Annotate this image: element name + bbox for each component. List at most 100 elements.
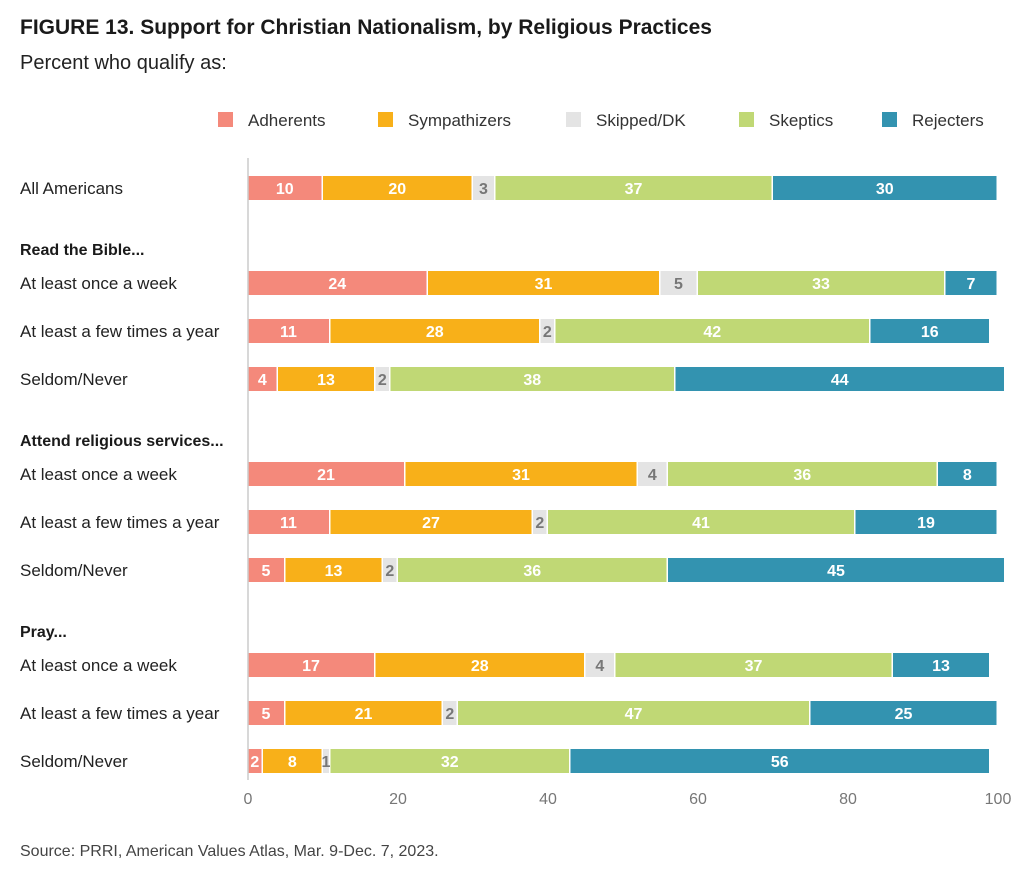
row-labels: All Americans Read the Bible... At least o… <box>20 179 224 771</box>
row-label: At least once a week <box>20 656 177 675</box>
chart-title: FIGURE 13. Support for Christian Nationa… <box>20 16 712 39</box>
row-label: Seldom/Never <box>20 370 128 389</box>
x-tick-label: 40 <box>539 791 557 808</box>
bar-segment <box>248 319 329 343</box>
bar-segment <box>330 510 532 534</box>
data-label: 19 <box>917 515 935 532</box>
data-label: 5 <box>262 706 271 723</box>
data-label: 2 <box>445 706 454 723</box>
data-label: 21 <box>317 467 335 484</box>
bar-segment <box>443 701 457 725</box>
legend-label: Skeptics <box>769 111 833 130</box>
row-label: Seldom/Never <box>20 752 128 771</box>
bar-segment <box>810 701 997 725</box>
bar-segment <box>638 462 667 486</box>
row-label: All Americans <box>20 179 123 198</box>
bar-segment <box>248 701 284 725</box>
data-label: 24 <box>328 276 346 293</box>
bar-segment <box>540 319 554 343</box>
bar-segment <box>495 176 772 200</box>
bar-segment <box>383 558 397 582</box>
data-label: 31 <box>512 467 530 484</box>
data-label: 13 <box>317 372 335 389</box>
data-label: 36 <box>523 563 541 580</box>
data-label: 5 <box>262 563 271 580</box>
data-label: 13 <box>325 563 343 580</box>
bar-segment <box>585 653 614 677</box>
row-label: At least a few times a year <box>20 322 220 341</box>
x-tick-label: 0 <box>244 791 253 808</box>
bar-segment <box>893 653 989 677</box>
bar-segment <box>555 319 869 343</box>
bar-segment <box>278 367 374 391</box>
row-label: At least once a week <box>20 274 177 293</box>
legend-label: Rejecters <box>912 111 984 130</box>
bar-segment <box>458 701 809 725</box>
source-note: Source: PRRI, American Values Atlas, Mar… <box>20 843 439 860</box>
data-label: 4 <box>595 658 604 675</box>
bar-segment <box>615 653 892 677</box>
bar-segment <box>870 319 989 343</box>
x-tick-label: 100 <box>985 791 1012 808</box>
group-heading: Pray... <box>20 624 67 641</box>
bar-segment <box>473 176 494 200</box>
data-label: 28 <box>426 324 444 341</box>
bar-segment <box>248 367 277 391</box>
legend-label: Skipped/DK <box>596 111 686 130</box>
data-label: 30 <box>876 181 894 198</box>
bar-segment <box>248 462 404 486</box>
data-label: 56 <box>771 754 789 771</box>
bar-segment <box>285 701 442 725</box>
bar-segment <box>675 367 1004 391</box>
data-label: 3 <box>479 181 488 198</box>
data-label: 1 <box>322 754 331 771</box>
data-label: 17 <box>302 658 320 675</box>
data-label: 8 <box>288 754 297 771</box>
bar-segment <box>248 510 329 534</box>
bar-segment <box>773 176 997 200</box>
data-label: 33 <box>812 276 830 293</box>
bar-segment <box>248 271 427 295</box>
data-label: 32 <box>441 754 459 771</box>
bar-segment <box>375 653 584 677</box>
data-label: 21 <box>355 706 373 723</box>
x-tick-label: 60 <box>689 791 707 808</box>
data-label: 41 <box>692 515 710 532</box>
data-label: 11 <box>280 324 297 341</box>
legend-label: Sympathizers <box>408 111 511 130</box>
bar-segment <box>323 176 472 200</box>
legend-swatch <box>882 112 897 127</box>
bar-segment <box>390 367 674 391</box>
group-heading: Attend religious services... <box>20 433 224 450</box>
x-tick-label: 20 <box>389 791 407 808</box>
data-label: 37 <box>625 181 643 198</box>
data-label: 7 <box>967 276 976 293</box>
bar-segment <box>248 176 322 200</box>
data-label: 8 <box>963 467 972 484</box>
bar-segment <box>533 510 547 534</box>
bar-segment <box>398 558 667 582</box>
row-label: At least a few times a year <box>20 704 220 723</box>
bar-segment <box>405 462 637 486</box>
bar-segment <box>668 558 1004 582</box>
bar-segment <box>668 462 937 486</box>
data-label: 36 <box>793 467 811 484</box>
data-label: 2 <box>378 372 387 389</box>
legend-label: Adherents <box>248 111 326 130</box>
data-label: 2 <box>543 324 552 341</box>
data-label: 37 <box>745 658 763 675</box>
bar-segment <box>855 510 997 534</box>
x-axis: 0 20 40 60 80 100 <box>244 158 1012 808</box>
legend-swatch <box>739 112 754 127</box>
legend-swatch <box>218 112 233 127</box>
bar-segment <box>428 271 659 295</box>
data-label: 45 <box>827 563 845 580</box>
data-label: 44 <box>831 372 849 389</box>
row-label: At least once a week <box>20 465 177 484</box>
bar-segment <box>938 462 997 486</box>
data-label: 11 <box>280 515 297 532</box>
data-label: 42 <box>703 324 721 341</box>
bar-segment <box>660 271 697 295</box>
